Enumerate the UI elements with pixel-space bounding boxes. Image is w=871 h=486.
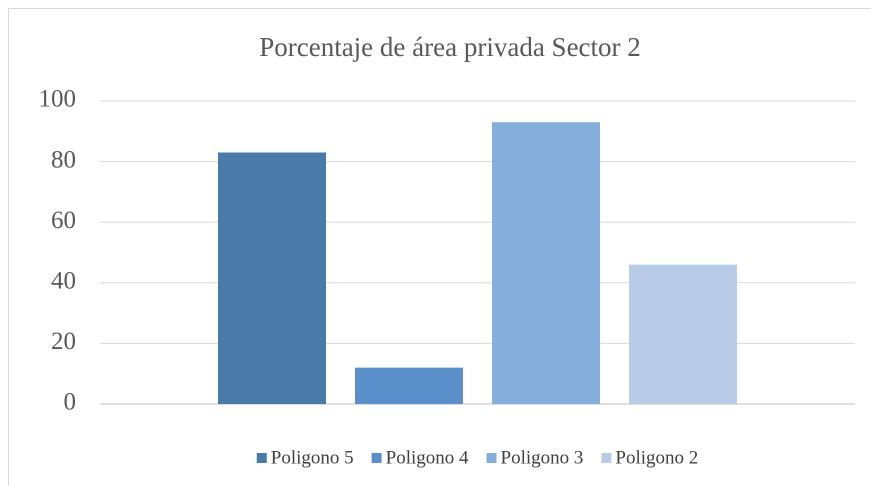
- y-tick-label: 100: [39, 86, 77, 113]
- y-tick-label: 80: [51, 146, 76, 173]
- legend-label: Poligono 4: [386, 447, 469, 468]
- legend-swatch: [486, 453, 497, 463]
- y-tick-label: 60: [51, 207, 76, 234]
- chart-title: Porcentaje de área privada Sector 2: [259, 32, 641, 62]
- legend-label: Poligono 5: [271, 447, 354, 468]
- legend-label: Poligono 3: [501, 447, 584, 468]
- bar: [629, 264, 737, 404]
- y-tick-label: 0: [64, 389, 77, 416]
- y-tick-label: 40: [51, 268, 76, 295]
- legend-swatch: [601, 453, 612, 463]
- bar: [355, 367, 463, 404]
- chart-frame: [8, 8, 871, 486]
- legend-swatch: [371, 453, 382, 463]
- bar: [218, 152, 326, 404]
- y-tick-label: 20: [51, 328, 76, 355]
- bar: [492, 122, 600, 405]
- legend-label: Poligono 2: [615, 447, 698, 468]
- legend-swatch: [256, 453, 267, 463]
